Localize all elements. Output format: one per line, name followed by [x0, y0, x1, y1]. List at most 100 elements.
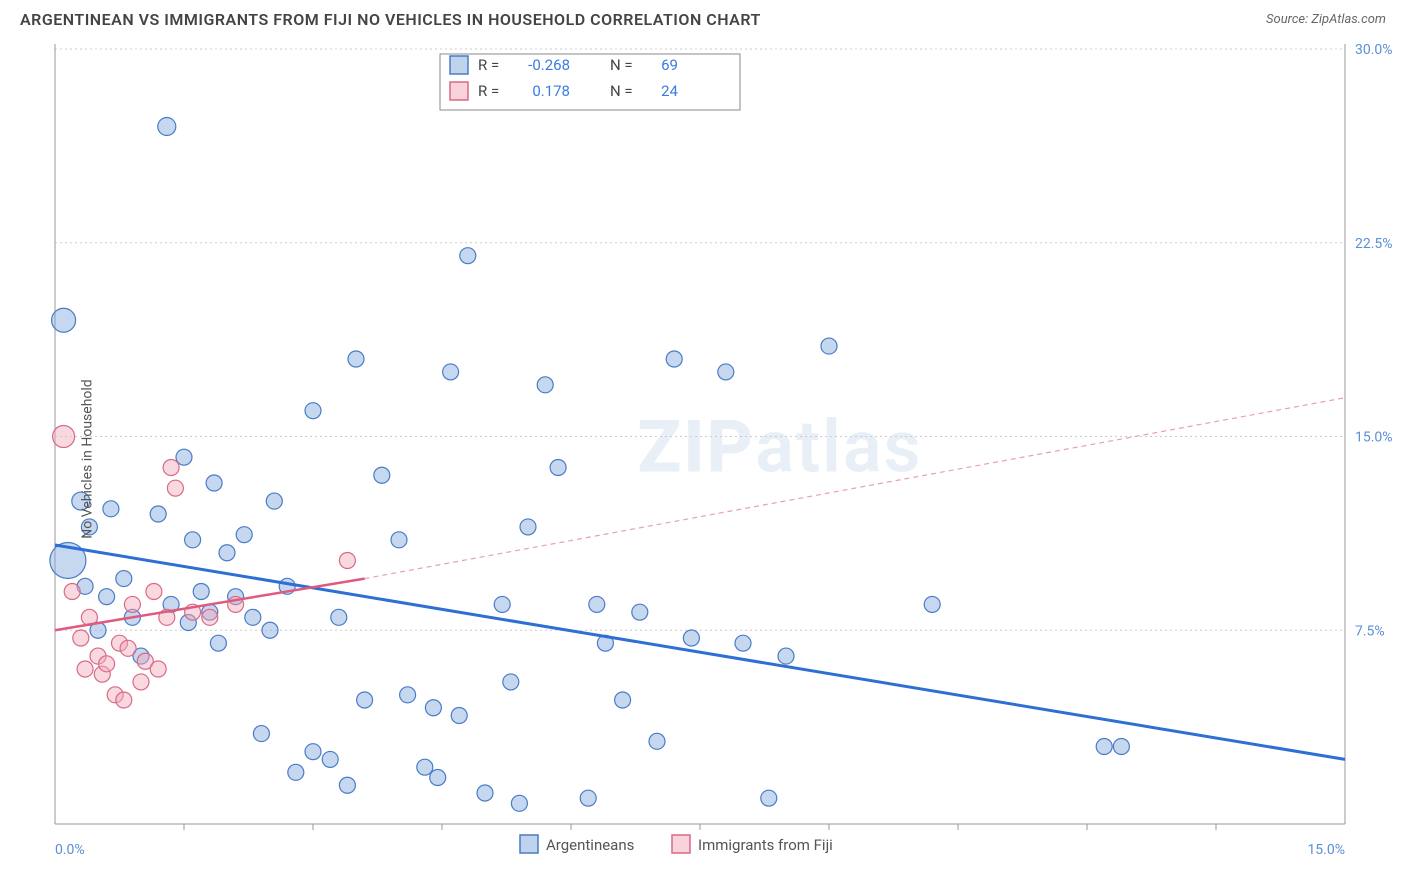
data-point	[460, 248, 476, 264]
data-point	[580, 790, 596, 806]
data-point	[374, 467, 390, 483]
data-point	[124, 596, 140, 612]
data-point	[520, 519, 536, 535]
data-point	[253, 726, 269, 742]
data-point	[924, 596, 940, 612]
data-point	[357, 692, 373, 708]
legend-n-value: 69	[661, 56, 678, 74]
x-min-label: 0.0%	[55, 842, 85, 858]
data-point	[821, 338, 837, 354]
data-point	[425, 700, 441, 716]
y-tick-label: 22.5%	[1355, 236, 1393, 252]
data-point	[761, 790, 777, 806]
legend-n-value: 24	[661, 82, 678, 100]
data-point	[116, 692, 132, 708]
trend-line-argentineans	[55, 545, 1345, 759]
chart-header: ARGENTINEAN VS IMMIGRANTS FROM FIJI NO V…	[0, 0, 1406, 34]
data-point	[683, 630, 699, 646]
legend-swatch	[520, 835, 538, 853]
data-point	[150, 506, 166, 522]
y-tick-label: 15.0%	[1355, 430, 1393, 446]
data-point	[176, 449, 192, 465]
data-point	[451, 708, 467, 724]
data-point	[163, 460, 179, 476]
legend-n-label: N =	[610, 82, 633, 100]
data-point	[202, 609, 218, 625]
data-point	[666, 351, 682, 367]
data-point	[99, 589, 115, 605]
data-point	[417, 759, 433, 775]
series-legend: Argentineans Immigrants from Fiji	[520, 835, 833, 854]
data-point	[430, 770, 446, 786]
data-point	[120, 640, 136, 656]
data-point	[210, 635, 226, 651]
data-point	[331, 609, 347, 625]
data-point	[150, 661, 166, 677]
legend-r-value: 0.178	[532, 82, 570, 100]
legend-r-label: R =	[478, 56, 499, 74]
data-point	[1096, 739, 1112, 755]
data-point	[288, 764, 304, 780]
data-point	[649, 733, 665, 749]
data-point	[348, 351, 364, 367]
data-point	[206, 475, 222, 491]
data-point	[73, 630, 89, 646]
data-point	[735, 635, 751, 651]
data-point	[103, 501, 119, 517]
data-point	[305, 403, 321, 419]
data-point	[778, 648, 794, 664]
chart-title: ARGENTINEAN VS IMMIGRANTS FROM FIJI NO V…	[20, 10, 761, 29]
data-point	[718, 364, 734, 380]
data-point	[167, 480, 183, 496]
data-point	[185, 532, 201, 548]
y-tick-label: 7.5%	[1355, 623, 1385, 639]
legend-label: Argentineans	[546, 836, 634, 854]
legend-swatch	[450, 82, 468, 100]
data-point	[615, 692, 631, 708]
data-point	[219, 545, 235, 561]
data-point	[391, 532, 407, 548]
data-point	[511, 795, 527, 811]
data-point	[1113, 739, 1129, 755]
legend-swatch	[672, 835, 690, 853]
data-point	[322, 751, 338, 767]
data-point	[52, 308, 76, 332]
legend-label: Immigrants from Fiji	[698, 836, 833, 854]
data-point	[236, 527, 252, 543]
data-point	[503, 674, 519, 690]
watermark: ZIPatlas	[637, 405, 922, 490]
data-point	[116, 571, 132, 587]
scatter-chart: ZIPatlas 7.5% 15.0% 22.5% 30.0% 0.0% 15.0% R = -…	[0, 34, 1406, 884]
legend-r-label: R =	[478, 82, 499, 100]
data-point	[537, 377, 553, 393]
y-tick-label: 30.0%	[1355, 42, 1393, 58]
data-point	[266, 493, 282, 509]
data-point	[64, 584, 80, 600]
data-point	[146, 584, 162, 600]
data-point	[400, 687, 416, 703]
data-point	[494, 596, 510, 612]
legend-swatch	[450, 56, 468, 74]
x-max-label: 15.0%	[1307, 842, 1345, 858]
data-point	[193, 584, 209, 600]
data-point	[245, 609, 261, 625]
data-point	[339, 777, 355, 793]
data-point	[158, 118, 176, 136]
source-attribution: Source: ZipAtlas.com	[1266, 12, 1386, 27]
data-point	[133, 674, 149, 690]
data-point	[53, 426, 75, 448]
data-point	[589, 596, 605, 612]
legend-r-value: -0.268	[528, 56, 570, 74]
y-axis-label: No Vehicles in Household	[80, 379, 96, 538]
data-point	[262, 622, 278, 638]
data-point	[99, 656, 115, 672]
data-point	[77, 661, 93, 677]
data-point	[632, 604, 648, 620]
data-point	[477, 785, 493, 801]
chart-container: No Vehicles in Household ZIPatlas 7.5% 15.…	[0, 34, 1406, 884]
data-point	[443, 364, 459, 380]
data-point	[339, 553, 355, 569]
data-point	[305, 744, 321, 760]
data-point	[550, 460, 566, 476]
legend-n-label: N =	[610, 56, 633, 74]
